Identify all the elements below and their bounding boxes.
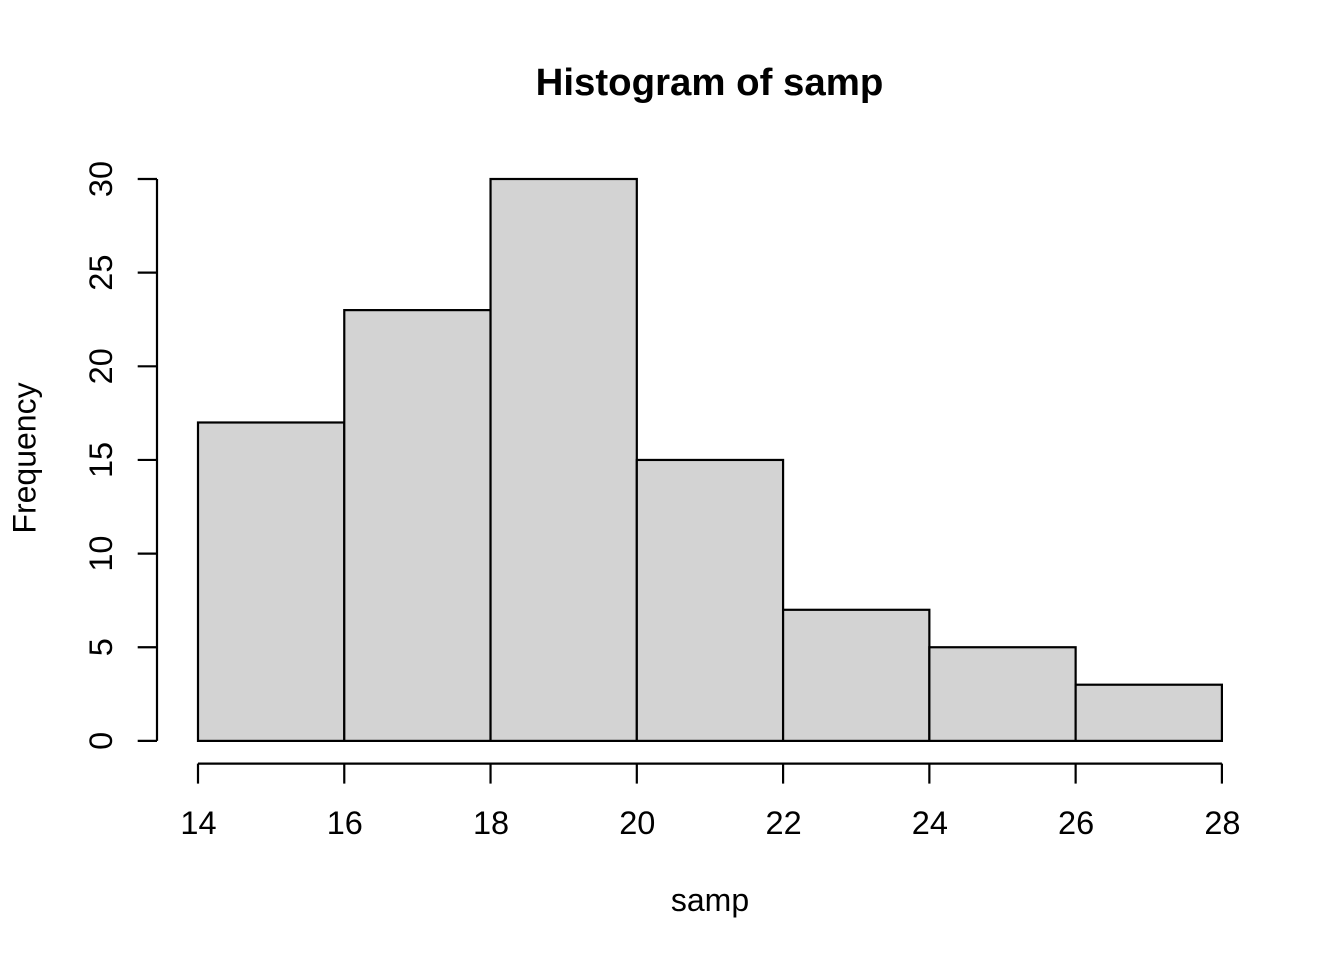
svg-text:18: 18 xyxy=(473,805,509,841)
svg-text:20: 20 xyxy=(619,805,655,841)
svg-text:5: 5 xyxy=(83,638,119,656)
svg-text:20: 20 xyxy=(83,348,119,384)
svg-text:28: 28 xyxy=(1204,805,1240,841)
svg-text:26: 26 xyxy=(1058,805,1094,841)
svg-text:15: 15 xyxy=(83,442,119,478)
svg-text:14: 14 xyxy=(180,805,216,841)
svg-text:30: 30 xyxy=(83,161,119,197)
svg-text:samp: samp xyxy=(671,882,749,918)
svg-text:24: 24 xyxy=(912,805,948,841)
svg-text:25: 25 xyxy=(83,255,119,291)
svg-text:16: 16 xyxy=(327,805,363,841)
svg-text:Frequency: Frequency xyxy=(7,382,43,533)
svg-text:Histogram of samp: Histogram of samp xyxy=(536,61,884,104)
svg-text:0: 0 xyxy=(83,732,119,750)
svg-text:22: 22 xyxy=(766,805,802,841)
svg-text:10: 10 xyxy=(83,536,119,572)
